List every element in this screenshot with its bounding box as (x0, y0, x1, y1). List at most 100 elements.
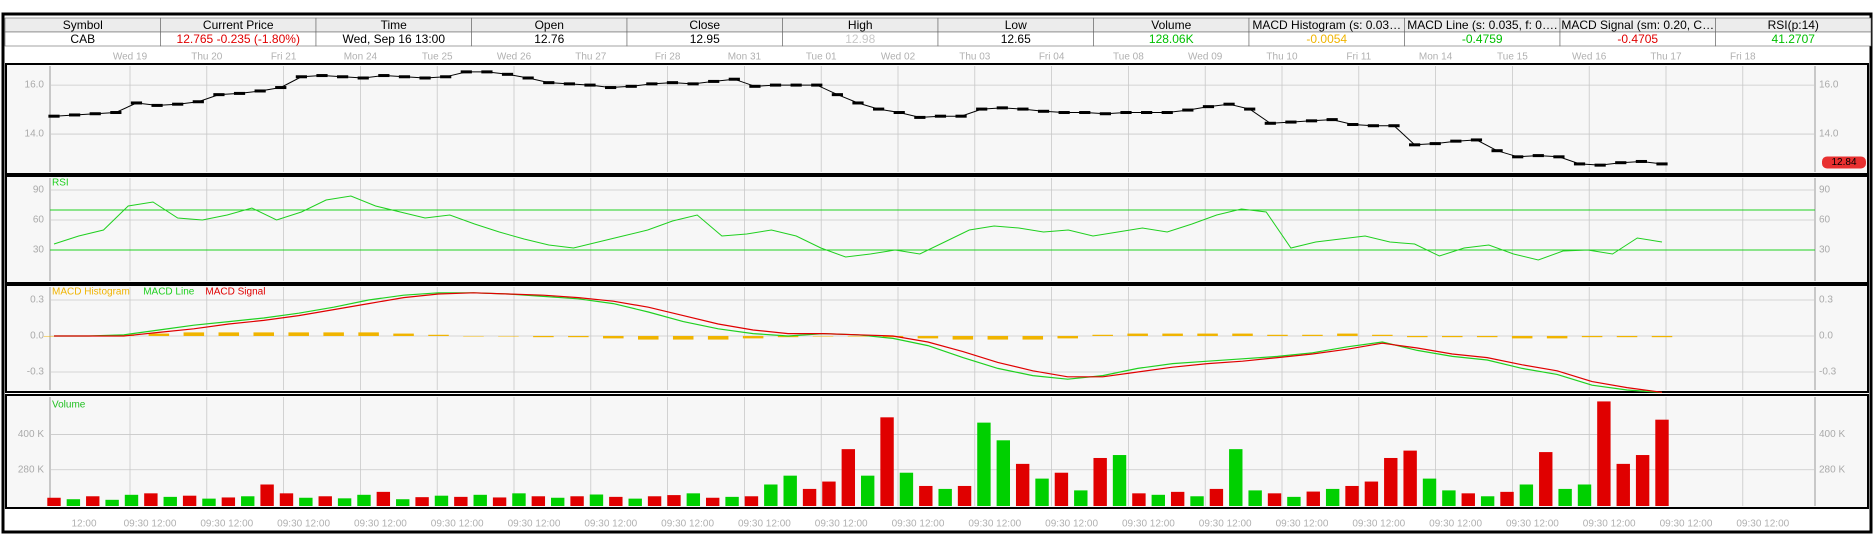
date-label: Tue 08 (1113, 52, 1144, 63)
volume-bar (860, 475, 875, 506)
y-tick-label: 14.0 (25, 129, 45, 140)
histogram-bar (533, 335, 554, 338)
date-label: Thu 10 (1266, 52, 1298, 63)
candle (1079, 111, 1091, 115)
histogram-bar (1232, 333, 1253, 336)
volume-bar (163, 496, 177, 506)
column-header: MACD Signal (sm: 0.20, C… (1561, 18, 1714, 32)
date-label: Tue 01 (806, 52, 837, 63)
volume-bar (1461, 493, 1475, 506)
volume-bar (744, 496, 759, 506)
time-label: 09:30 12:00 (1352, 519, 1405, 530)
candle (934, 114, 947, 118)
candle (1099, 112, 1111, 116)
volume-bar (1500, 491, 1514, 506)
volume-bar (105, 499, 119, 506)
histogram-bar (1651, 335, 1673, 338)
histogram-bar (987, 335, 1009, 340)
candle (646, 82, 658, 86)
volume-bar (977, 422, 991, 506)
candle (1223, 102, 1235, 106)
time-label: 09:30 12:00 (508, 519, 561, 530)
y-tick-label: 16.0 (25, 80, 45, 91)
volume-bar (783, 475, 797, 506)
volume-bar (144, 493, 158, 506)
volume-bar (1229, 449, 1243, 506)
time-label: 09:30 12:00 (1276, 519, 1329, 530)
volume-bar (1616, 463, 1630, 506)
histogram-bar (1511, 335, 1533, 339)
volume-bar (434, 495, 449, 506)
column-header: MACD Histogram (s: 0.03… (1252, 18, 1401, 32)
candle (110, 111, 122, 115)
candle (89, 112, 101, 116)
histogram-bar (1162, 333, 1183, 336)
column-value: -0.0054 (1306, 32, 1347, 46)
y-tick-label-right: 14.0 (1819, 129, 1839, 140)
date-label: Fri 28 (655, 52, 681, 63)
volume-bar (628, 498, 642, 506)
date-label: Thu 20 (191, 52, 223, 63)
candle (1532, 154, 1544, 158)
histogram-bar (952, 335, 974, 340)
histogram-bar (288, 332, 309, 336)
y-tick-label: -0.3 (27, 367, 45, 378)
y-tick-label-right: 400 K (1819, 429, 1845, 440)
column-header: Low (1005, 18, 1027, 32)
y-tick-label-right: 0.0 (1819, 331, 1833, 342)
volume-bar (396, 499, 410, 506)
candle (1285, 120, 1297, 124)
volume-bar (938, 488, 952, 506)
column-header: Close (689, 18, 720, 32)
volume-bar (47, 497, 61, 506)
candle (1594, 163, 1606, 167)
column-header: MACD Line (s: 0.035, f: 0…. (1407, 18, 1557, 32)
time-label: 09:30 12:00 (277, 519, 330, 530)
time-label: 09:30 12:00 (1045, 519, 1098, 530)
column-value: 128.06K (1149, 32, 1194, 46)
volume-bar (1074, 490, 1088, 506)
y-tick-label-right: 0.3 (1819, 295, 1833, 306)
y-tick-label: 0.0 (30, 331, 44, 342)
y-tick-label: 280 K (18, 464, 44, 475)
candle (1388, 124, 1400, 128)
time-label: 09:30 12:00 (1583, 519, 1636, 530)
histogram-bar (1581, 335, 1603, 338)
volume-bar (1635, 455, 1650, 506)
histogram-bar (428, 334, 449, 336)
volume-bar (802, 488, 817, 506)
y-tick-label: 30 (33, 245, 45, 256)
date-label: Wed 19 (113, 52, 148, 63)
date-label: Fri 11 (1346, 52, 1371, 63)
date-label: Fri 18 (1730, 52, 1756, 63)
candle (1058, 111, 1070, 115)
volume-bar (241, 496, 255, 506)
column-value: CAB (70, 32, 95, 46)
time-label: 09:30 12:00 (738, 519, 791, 530)
candle (275, 86, 287, 90)
volume-bar (1132, 493, 1146, 506)
candle (708, 79, 720, 83)
candle (1656, 162, 1668, 166)
candle (213, 93, 225, 97)
volume-bar (1539, 452, 1553, 506)
candle (1450, 139, 1462, 143)
date-label: Mon 24 (344, 52, 378, 63)
candle (481, 70, 493, 74)
date-label: Mon 14 (1419, 52, 1453, 63)
date-label: Tue 25 (422, 52, 453, 63)
volume-bar (260, 484, 274, 506)
volume-bar (589, 494, 604, 506)
time-label: 09:30 12:00 (431, 519, 484, 530)
histogram-bar (498, 335, 519, 337)
time-label: 09:30 12:00 (968, 519, 1021, 530)
candle (1326, 118, 1338, 122)
time-label: 09:30 12:00 (1429, 519, 1482, 530)
volume-bar (1403, 450, 1417, 506)
candle (1244, 107, 1256, 111)
histogram-bar (1616, 335, 1638, 338)
candle (192, 100, 204, 104)
volume-bar (473, 494, 487, 506)
volume-bar (531, 496, 546, 506)
histogram-bar (1407, 335, 1428, 338)
